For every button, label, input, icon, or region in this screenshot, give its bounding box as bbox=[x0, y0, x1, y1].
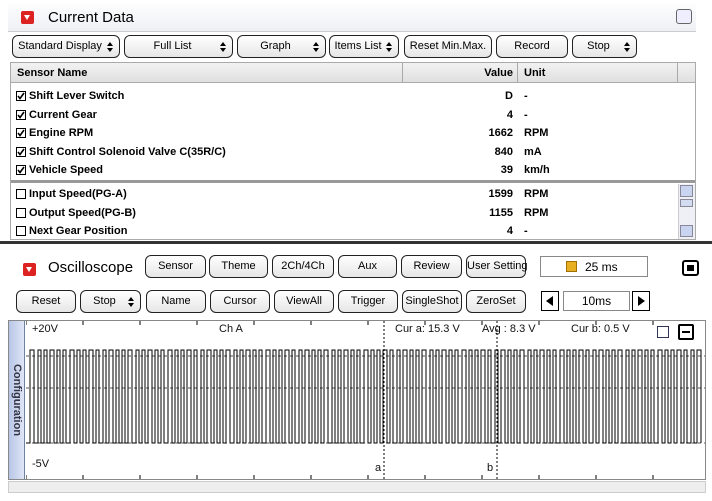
y-min-label: -5V bbox=[32, 458, 50, 470]
sensor-unit: - bbox=[524, 225, 528, 238]
scope-button[interactable]: Theme bbox=[209, 255, 268, 278]
stop-toggle[interactable] bbox=[682, 260, 699, 276]
scroll-down[interactable] bbox=[680, 225, 693, 237]
scope-button[interactable]: Trigger bbox=[338, 290, 398, 313]
scope-button[interactable]: ViewAll bbox=[274, 290, 334, 313]
table-header bbox=[11, 63, 695, 83]
sensor-value: 840 bbox=[494, 145, 513, 158]
sensor-value: 4 bbox=[506, 108, 513, 121]
sensor-value: D bbox=[505, 90, 513, 102]
current-data-header bbox=[8, 4, 696, 32]
scope-button[interactable]: Sensor bbox=[145, 255, 206, 278]
section-title: Oscilloscope bbox=[48, 259, 134, 276]
window-button[interactable] bbox=[676, 9, 692, 24]
column-header: Value bbox=[484, 67, 513, 79]
sensor-name: Input Speed(PG-A) bbox=[29, 188, 127, 200]
horizontal-scrollbar[interactable] bbox=[8, 481, 706, 493]
scope-plot bbox=[26, 321, 705, 479]
toolbar-button[interactable]: Stop bbox=[572, 35, 637, 58]
sensor-unit: RPM bbox=[524, 127, 549, 140]
section-title: Current Data bbox=[48, 9, 134, 26]
scope-button[interactable]: Name bbox=[146, 290, 206, 313]
scope-button[interactable]: Aux bbox=[338, 255, 397, 278]
sensor-name: Vehicle Speed bbox=[29, 164, 103, 177]
scope-button[interactable]: SingleShot bbox=[402, 290, 462, 313]
scope-button[interactable]: User Setting bbox=[466, 255, 528, 278]
average-value: Avg : 8.3 V bbox=[482, 323, 536, 335]
sensor-name: Output Speed(PG-B) bbox=[29, 206, 136, 219]
sensor-name: Engine RPM bbox=[29, 127, 94, 140]
time-div-box[interactable]: 25 ms bbox=[540, 256, 648, 277]
toolbar-button[interactable]: Reset Min.Max. bbox=[404, 35, 492, 58]
row-checkbox[interactable] bbox=[16, 207, 26, 218]
toolbar-button[interactable]: Standard Display bbox=[12, 35, 120, 58]
cursor-b-value: Cur b: 0.5 V bbox=[571, 323, 630, 335]
next-button[interactable] bbox=[632, 291, 650, 311]
sensor-unit: RPM bbox=[524, 206, 549, 219]
checkbox[interactable] bbox=[657, 326, 669, 338]
sensor-name: Current Gear bbox=[29, 108, 97, 121]
row-checkbox[interactable] bbox=[16, 189, 26, 199]
scope-button[interactable]: Review bbox=[401, 255, 462, 278]
sensor-value: 1155 bbox=[489, 206, 513, 219]
sensor-value: 4 bbox=[506, 225, 513, 238]
sensor-unit: - bbox=[524, 108, 528, 121]
sensor-unit: RPM bbox=[524, 188, 549, 200]
sensor-name: Shift Control Solenoid Valve C(35R/C) bbox=[29, 145, 226, 158]
row-checkbox[interactable] bbox=[16, 226, 26, 237]
scroll-thumb[interactable] bbox=[680, 199, 693, 207]
row-checkbox[interactable] bbox=[16, 109, 26, 120]
sensor-unit: km/h bbox=[524, 164, 550, 177]
y-max-label: +20V bbox=[32, 323, 58, 335]
cursor-a-value: Cur a: 15.3 V bbox=[395, 323, 460, 335]
splitter[interactable] bbox=[0, 241, 712, 244]
toolbar-button[interactable]: Full List bbox=[124, 35, 233, 58]
column-header: Unit bbox=[524, 67, 546, 79]
sensor-value: 1662 bbox=[488, 127, 513, 140]
scroll-up[interactable] bbox=[680, 185, 693, 197]
row-checkbox[interactable] bbox=[16, 165, 26, 176]
scope-button[interactable]: 2Ch/4Ch bbox=[272, 255, 334, 278]
side-tab-label: Configuration bbox=[10, 363, 23, 437]
prev-button[interactable] bbox=[541, 291, 559, 311]
waveform bbox=[26, 349, 702, 444]
toolbar-button[interactable]: Graph bbox=[237, 35, 326, 58]
layout-button[interactable] bbox=[678, 324, 694, 340]
toolbar-button[interactable]: Items List bbox=[329, 35, 399, 58]
row-checkbox[interactable] bbox=[16, 146, 26, 157]
collapse-icon[interactable] bbox=[21, 11, 34, 24]
row-checkbox[interactable] bbox=[16, 91, 26, 101]
column-divider bbox=[517, 63, 518, 83]
group-divider bbox=[11, 180, 695, 183]
column-divider bbox=[402, 63, 403, 83]
cursor-a-label: a bbox=[375, 462, 382, 474]
row-checkbox[interactable] bbox=[16, 128, 26, 139]
clock-icon bbox=[566, 261, 577, 272]
cursor-b-label: b bbox=[487, 462, 494, 474]
toolbar-button[interactable]: Record bbox=[496, 35, 568, 58]
channel-label: Ch A bbox=[219, 323, 243, 335]
sensor-name: Next Gear Position bbox=[29, 225, 128, 238]
scope-button[interactable]: ZeroSet bbox=[466, 290, 526, 313]
sensor-value: 1599 bbox=[488, 188, 513, 200]
scope-frame bbox=[8, 320, 706, 480]
sensor-value: 39 bbox=[500, 164, 513, 177]
scope-button[interactable]: Stop bbox=[80, 290, 141, 313]
time-scale: 10ms bbox=[563, 291, 630, 311]
side-tab[interactable]: Configuration bbox=[9, 321, 25, 479]
column-header: Sensor Name bbox=[17, 67, 88, 79]
scope-button[interactable]: Reset bbox=[16, 290, 76, 313]
collapse-icon[interactable] bbox=[23, 263, 36, 276]
column-divider bbox=[677, 63, 678, 83]
sensor-table: Sensor Name Value Unit Shift Lever Switch D -… bbox=[10, 62, 696, 240]
sensor-unit: mA bbox=[524, 145, 542, 158]
sensor-unit: - bbox=[524, 90, 528, 102]
scope-button[interactable]: Cursor bbox=[210, 290, 270, 313]
time-div: 25 ms bbox=[585, 260, 618, 274]
sensor-name: Shift Lever Switch bbox=[29, 90, 125, 102]
